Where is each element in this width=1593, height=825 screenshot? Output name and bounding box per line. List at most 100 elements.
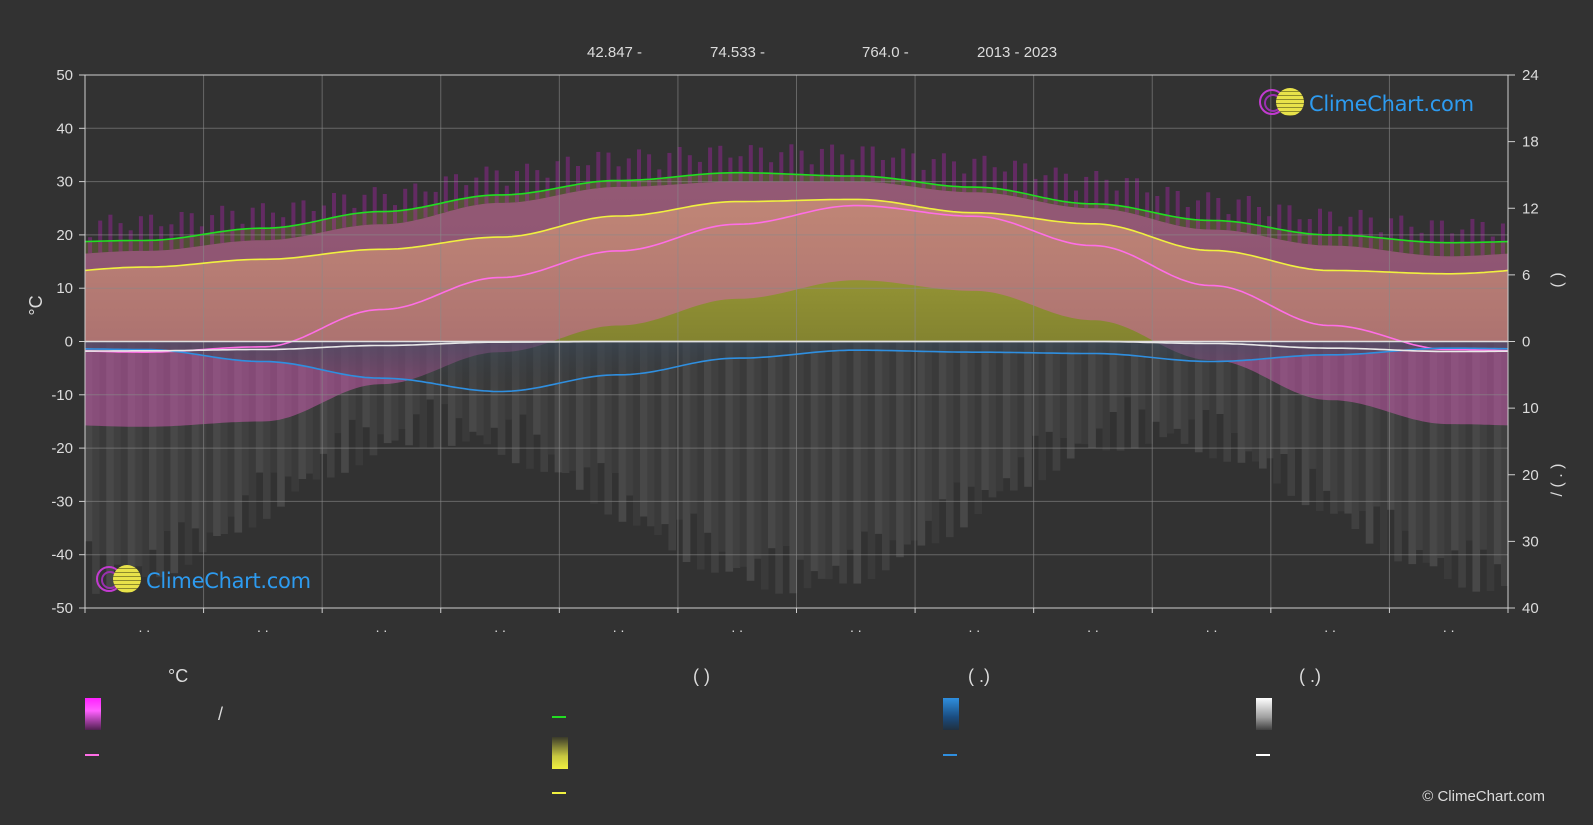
temperature-max-streak [1165,186,1170,224]
temperature-max-streak [657,169,662,186]
precip-day-bar [1251,341,1260,462]
x-month-tick-label: . . [376,619,388,635]
temperature-max-streak [138,216,143,251]
temperature-max-streak [179,212,184,249]
legend-precipitation-header: ( .) [968,666,990,686]
precip-day-bar [1024,341,1032,487]
x-month-tick-label: . . [613,619,625,635]
precip-day-bar [1010,341,1018,491]
legend-precipitation-swatch [943,698,959,730]
temperature-max-streak [1348,216,1353,247]
precip-day-bar [789,341,798,594]
logo-top-right[interactable]: ClimeChart.com [1259,88,1474,119]
temperature-max-streak [606,152,611,188]
x-month-tick-label: . . [969,619,981,635]
y-left-tick-label: 30 [56,174,73,191]
legend-snow-header: ( .) [1299,666,1321,686]
temperature-max-streak [393,205,397,224]
temperature-max-streak [362,194,367,225]
precip-day-bar [170,341,179,574]
legend-temperature-header: °C [168,666,189,686]
precip-day-bar [832,341,840,566]
precip-day-bar [270,341,278,473]
temperature-max-streak [941,153,946,191]
precip-day-bar [1444,341,1452,580]
temperature-max-streak [1216,198,1221,230]
precip-day-bar [1180,341,1189,444]
precip-day-bar [1066,341,1075,459]
precip-day-bar [341,341,349,473]
precip-day-bar [682,341,691,562]
precip-day-bar [390,341,399,441]
precip-day-bar [974,341,983,514]
temperature-max-streak [901,148,906,186]
legend-snow-swatch [1256,698,1272,730]
precip-day-bar [248,341,257,528]
temperature-max-streak [1318,208,1322,246]
precip-day-bar [462,341,470,442]
temperature-max-streak [484,166,489,204]
precipitation-line [84,347,1509,393]
temperature-max-streak [576,166,580,192]
temperature-max-streak [1277,204,1282,240]
y-right-hours-tick-label: 6 [1522,267,1530,284]
precip-day-bar [632,341,641,526]
precip-day-bar [1451,341,1459,551]
temperature-max-streak [1104,179,1109,209]
temperature-max-streak [738,156,743,182]
y-left-tick-label: 0 [65,334,73,351]
precip-day-bar [739,341,748,567]
precip-day-bar [640,341,648,517]
temperature-max-streak [423,191,428,218]
y-right-hours-tick-label: 12 [1522,200,1539,217]
temperature-max-streak [545,177,550,198]
legend-temp-mean-line [85,754,99,756]
temperature-max-streak [1063,173,1068,207]
precip-day-bar [881,341,890,571]
precip-day-bar [583,341,591,468]
precip-day-bar [234,341,243,533]
precip-day-bar [106,341,114,589]
temperature-max-streak [88,237,93,254]
temperature-max-streak [281,217,286,240]
precip-day-bar [874,341,883,534]
precip-day-bar [177,341,186,523]
temperature-max-streak [1185,207,1190,228]
y-left-axis-label: °C [26,295,46,315]
logo-text: ClimeChart.com [1309,92,1474,116]
temperature-max-streak [1429,220,1434,256]
y-right-precip-tick-label: 10 [1522,400,1539,417]
daylight-line [84,171,1509,244]
precip-day-bar [668,341,677,551]
precip-day-bar [497,341,506,455]
temperature-max-streak [1450,233,1455,257]
y-left-tick-label: -20 [51,440,73,457]
precip-day-bar [1337,341,1345,512]
precip-day-bar [1273,341,1281,484]
temperature-max-streak [931,159,936,190]
precip-day-bar [1315,341,1324,512]
temperature-max-streak [1470,218,1475,256]
temperature-max-streak [1023,163,1028,199]
precip-day-bar [1493,341,1502,565]
temperature-max-streak [1490,236,1495,255]
y-right-precip-axis-label: / ( . ) [1549,464,1566,497]
logo-bottom-left[interactable]: ClimeChart.com [96,565,311,596]
temperature-max-streak [169,224,174,250]
temperature-max-streak [413,183,418,221]
temperature-max-streak [159,226,164,251]
temperature-max-streak [403,188,408,223]
temperature-max-streak [1002,171,1007,195]
legend-temp-range-swatch [85,698,101,730]
precip-day-bar [362,341,371,428]
temperature-max-streak [1043,175,1048,203]
temperature-mean-line [84,204,1509,353]
legend-temp-slash: / [218,704,224,724]
precip-day-bar [284,341,292,477]
precip-day-bar [718,341,726,552]
precip-day-bar [1230,341,1239,433]
temperature-max-streak [769,162,774,182]
temperature-max-streak [1399,215,1404,253]
precip-day-bar [1486,341,1495,592]
precip-day-bar [768,341,776,549]
